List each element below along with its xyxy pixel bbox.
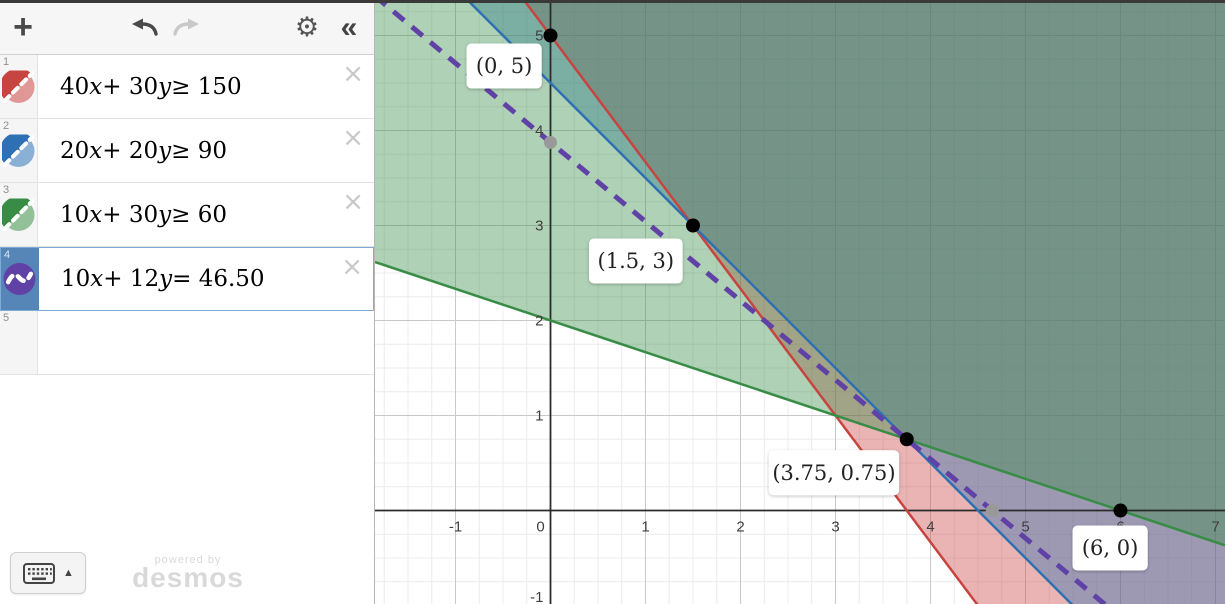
- point-label-box: [1072, 525, 1148, 571]
- point-label-text: (0, 5): [476, 54, 532, 78]
- window-top-edge: [0, 0, 1225, 3]
- close-icon[interactable]: ×: [342, 123, 364, 153]
- gear-icon: ⚙: [294, 12, 320, 42]
- point-label-text: (6, 0): [1082, 536, 1138, 560]
- x-tick-5: 5: [1021, 519, 1029, 536]
- expression-text[interactable]: 10 x + 30 y ≥ 60: [60, 201, 227, 228]
- add-expression-button[interactable]: +: [6, 0, 40, 55]
- vertex-point[interactable]: [899, 432, 914, 447]
- y-tick-5: 5: [535, 28, 543, 45]
- boundary-line-3[interactable]: [375, 260, 1225, 547]
- close-icon[interactable]: ×: [342, 59, 364, 89]
- panel-toolbar: + ⚙ «: [0, 0, 374, 55]
- keyboard-icon: [23, 562, 56, 584]
- expression-row-3[interactable]: 3 10 x + 30 y ≥ 60 ×: [0, 183, 374, 247]
- expression-gutter[interactable]: 4: [1, 248, 39, 310]
- redo-icon: [173, 18, 199, 36]
- point-labels: (0, 5) (1.5, 3) (3.75, 0.75) (6, 0): [466, 43, 1148, 571]
- vertex-point[interactable]: [543, 28, 558, 43]
- region-1: [523, 0, 1225, 604]
- row-index: 2: [3, 120, 10, 132]
- x-tick-4: 4: [926, 519, 934, 536]
- x-tick-7: 7: [1211, 519, 1219, 536]
- x-tick-1: 1: [641, 519, 649, 536]
- inequality-shaded-circle-icon: [0, 131, 35, 167]
- point-label-text: (1.5, 3): [598, 249, 675, 273]
- watermark-powered-by: powered by: [154, 554, 222, 566]
- undo-icon: [132, 18, 158, 36]
- expression-row-2[interactable]: 2 20 x + 20 y ≥ 90 ×: [0, 119, 374, 183]
- expression-gutter[interactable]: 2: [0, 119, 38, 182]
- vertex-points: [543, 28, 1128, 518]
- region-2: [467, 0, 1225, 604]
- y-tick-2: 2: [535, 313, 543, 330]
- point-label-box: [768, 450, 900, 496]
- redo-button[interactable]: [169, 0, 205, 55]
- arrow-up-icon: ▲: [63, 567, 74, 579]
- expression-text[interactable]: 40 x + 30 y ≥ 150: [60, 73, 242, 100]
- expression-gutter[interactable]: 3: [0, 183, 38, 246]
- region-3: [375, 0, 1225, 546]
- row-index: 3: [3, 184, 10, 196]
- gray-intercept-point[interactable]: [544, 135, 557, 149]
- inequality-regions: [375, 0, 1225, 604]
- watermark-brand: desmos: [132, 562, 244, 593]
- inequality-shaded-circle-icon: [0, 67, 35, 103]
- inequality-shaded-circle-icon: [0, 195, 35, 231]
- x-tick-2: 2: [736, 519, 744, 536]
- expression-gutter[interactable]: 1: [0, 55, 38, 118]
- expression-text[interactable]: 10 x + 12 y = 46.50: [61, 266, 265, 292]
- point-label-text: (3.75, 0.75): [772, 461, 895, 485]
- gray-intercept-point[interactable]: [985, 504, 999, 517]
- plus-icon: +: [13, 8, 33, 46]
- point-label-box: [589, 238, 683, 284]
- graph-settings-button[interactable]: ⚙: [289, 0, 325, 55]
- expression-row-1[interactable]: 1 40 x + 30 y ≥ 150 ×: [0, 55, 374, 119]
- undo-button[interactable]: [126, 0, 162, 55]
- expression-list: 1 40 x + 30 y ≥ 150 × 2 20 x + 20 y ≥ 90 × 3 1…: [0, 55, 374, 375]
- minor-grid: [375, 0, 1225, 604]
- expression-gutter[interactable]: 5: [0, 311, 38, 374]
- point-label-box: [466, 43, 542, 89]
- expression-text[interactable]: 20 x + 20 y ≥ 90: [60, 137, 227, 164]
- y-tick-4: 4: [535, 123, 543, 140]
- expression-panel: + ⚙ « 1: [0, 0, 375, 604]
- y-tick--1: -1: [530, 589, 543, 604]
- keyboard-toggle-button[interactable]: ▲: [10, 552, 86, 594]
- close-icon[interactable]: ×: [341, 252, 363, 282]
- vertex-point[interactable]: [686, 218, 700, 233]
- y-tick-1: 1: [535, 408, 543, 425]
- boundary-line-1[interactable]: [375, 0, 1225, 604]
- row-index: 4: [4, 249, 11, 261]
- row-index: 1: [3, 56, 10, 68]
- y-tick-3: 3: [535, 218, 543, 235]
- vertex-point[interactable]: [1113, 503, 1128, 518]
- axes: [375, 0, 1225, 604]
- desmos-watermark: powered by desmos: [118, 554, 258, 593]
- x-tick--1: -1: [449, 519, 462, 536]
- collapse-panel-button[interactable]: «: [331, 0, 367, 55]
- x-tick-0: 0: [536, 519, 544, 536]
- collapse-chevrons-icon: «: [340, 10, 358, 44]
- expression-row-5[interactable]: 5: [0, 311, 374, 375]
- expression-row-4[interactable]: 4 10 x + 12 y = 46.50 ×: [0, 247, 374, 311]
- expression-text[interactable]: [38, 311, 374, 374]
- dashed-objective-line[interactable]: [375, 0, 1225, 604]
- close-icon[interactable]: ×: [342, 187, 364, 217]
- x-tick-3: 3: [831, 519, 839, 536]
- intercept-points: [544, 135, 999, 517]
- row-index: 5: [3, 312, 10, 324]
- dashed-wave-icon: [3, 263, 36, 295]
- major-grid: [375, 0, 1225, 604]
